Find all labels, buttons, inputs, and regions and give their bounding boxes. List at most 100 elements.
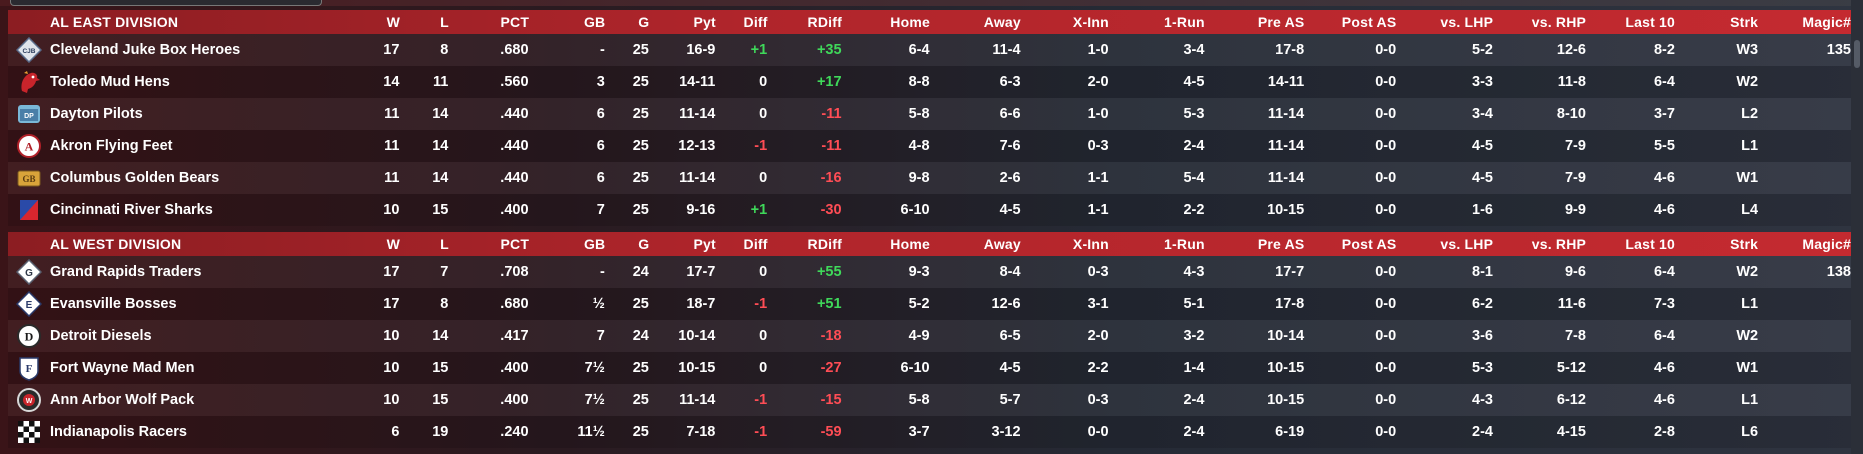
cjb-logo-icon: CJB [15,36,43,64]
team-cell[interactable]: E Evansville Bosses [8,290,349,318]
team-name[interactable]: Akron Flying Feet [50,138,173,154]
col-xinn-header[interactable]: X-Inn [1072,14,1109,30]
col-l-header[interactable]: L [440,236,449,252]
col-last10-header[interactable]: Last 10 [1625,14,1676,30]
team-name[interactable]: Fort Wayne Mad Men [50,360,195,376]
team-cell[interactable]: DP Dayton Pilots [8,101,349,127]
team-cell[interactable]: Cincinnati River Sharks [8,197,349,223]
col-magic-header[interactable]: Magic# [1802,14,1852,30]
col-onerun-header[interactable]: 1-Run [1164,236,1205,252]
team-name[interactable]: Cincinnati River Sharks [50,202,213,218]
team-cell[interactable]: A Akron Flying Feet [8,133,349,159]
col-home-header[interactable]: Home [890,236,930,252]
team-name[interactable]: Ann Arbor Wolf Pack [50,392,195,408]
postas-value: 0-0 [1375,296,1397,312]
col-rdiff-header[interactable]: RDiff [807,236,842,252]
team-row[interactable]: G Grand Rapids Traders 17 7 .708 - 24 17-7 0 +55 9… [8,256,1851,288]
g-value: 25 [632,392,649,408]
pyt-value: 11-14 [679,106,716,122]
away-value: 6-6 [999,106,1021,122]
team-name[interactable]: Indianapolis Racers [50,424,187,440]
team-cell[interactable]: Toledo Mud Hens [8,69,349,95]
col-g-header[interactable]: G [638,14,650,30]
team-cell[interactable]: W Ann Arbor Wolf Pack [8,387,349,413]
g-value: 25 [632,360,649,376]
team-cell[interactable]: G Grand Rapids Traders [8,258,349,286]
col-rhp-header[interactable]: vs. RHP [1531,14,1587,30]
team-row[interactable]: DP Dayton Pilots 11 14 .440 6 25 11-14 0 -11 5-8 6-… [8,98,1851,130]
team-row[interactable]: F Fort Wayne Mad Men 10 15 .400 7½ 25 10-15 0 -27… [8,352,1851,384]
team-row[interactable]: W Ann Arbor Wolf Pack 10 15 .400 7½ 25 11-14 -1 -… [8,384,1851,416]
col-gb-header[interactable]: GB [583,14,606,30]
col-postas-header[interactable]: Post AS [1341,14,1397,30]
col-home-header[interactable]: Home [890,14,930,30]
col-diff-header[interactable]: Diff [743,14,768,30]
team-cell[interactable]: F Fort Wayne Mad Men [8,355,349,381]
pyt-value: 10-15 [678,360,716,376]
col-away-header[interactable]: Away [983,236,1021,252]
team-cell[interactable]: D Detroit Diesels [8,323,349,349]
col-pct-header[interactable]: PCT [500,14,530,30]
team-name[interactable]: Grand Rapids Traders [50,264,202,280]
lhp-value: 4-5 [1472,138,1493,154]
col-postas-header[interactable]: Post AS [1341,236,1397,252]
g-value: 24 [632,328,649,344]
col-lhp-header[interactable]: vs. LHP [1440,14,1494,30]
gb-value: - [599,42,605,58]
team-name[interactable]: Columbus Golden Bears [50,170,220,186]
col-last10-header[interactable]: Last 10 [1625,236,1676,252]
pyt-value: 9-16 [686,202,716,218]
col-w-header[interactable]: W [386,236,401,252]
col-w-header[interactable]: W [386,14,401,30]
team-name[interactable]: Evansville Bosses [50,296,177,312]
col-rhp-header[interactable]: vs. RHP [1531,236,1587,252]
col-pyt-header[interactable]: Pyt [693,14,716,30]
team-name[interactable]: Dayton Pilots [50,106,143,122]
pct-value: .240 [500,424,529,440]
team-row[interactable]: E Evansville Bosses 17 8 .680 ½ 25 18-7 -1 +51 5-2… [8,288,1851,320]
team-row[interactable]: D Detroit Diesels 10 14 .417 7 24 10-14 0 -18 4-9 6… [8,320,1851,352]
team-row[interactable]: A Akron Flying Feet 11 14 .440 6 25 12-13 -1 -11 4… [8,130,1851,162]
team-name[interactable]: Detroit Diesels [50,328,152,344]
team-name[interactable]: Cleveland Juke Box Heroes [50,42,241,58]
team-row[interactable]: GB Columbus Golden Bears 11 14 .440 6 25 11-14 0… [8,162,1851,194]
col-strk-header[interactable]: Strk [1730,14,1759,30]
col-onerun-header[interactable]: 1-Run [1164,14,1205,30]
diff-value: 0 [759,106,768,122]
last10-value: 6-4 [1653,264,1675,280]
fort-wayne-f-logo-icon: F [16,355,42,381]
col-preas-header[interactable]: Pre AS [1257,14,1305,30]
col-gb-header[interactable]: GB [583,236,606,252]
col-pyt-header[interactable]: Pyt [693,236,716,252]
diff-value: +1 [750,42,768,58]
col-g-header[interactable]: G [638,236,650,252]
col-diff-header[interactable]: Diff [743,236,768,252]
scrollbar-thumb[interactable] [1854,40,1860,68]
col-magic-header[interactable]: Magic# [1802,236,1852,252]
team-row[interactable]: Toledo Mud Hens 14 11 .560 3 25 14-11 0 +17 8-8 6-… [8,66,1851,98]
col-xinn-header[interactable]: X-Inn [1072,236,1109,252]
team-cell[interactable]: Indianapolis Racers [8,419,349,445]
home-value: 8-8 [908,74,930,90]
col-l-header[interactable]: L [440,14,449,30]
team-row[interactable]: Cincinnati River Sharks 10 15 .400 7 25 9-16 +1… [8,194,1851,226]
top-tab[interactable] [10,0,322,6]
team-row[interactable]: Indianapolis Racers 6 19 .240 11½ 25 7-18 -1 -59… [8,416,1851,448]
team-cell[interactable]: CJB Cleveland Juke Box Heroes [8,36,349,64]
col-strk-header[interactable]: Strk [1730,236,1759,252]
team-row[interactable]: CJB Cleveland Juke Box Heroes 17 8 .680 - 25 16… [8,34,1851,66]
team-name[interactable]: Toledo Mud Hens [50,74,170,90]
home-value: 5-8 [908,106,930,122]
col-away-header[interactable]: Away [983,14,1021,30]
scrollbar[interactable] [1851,0,1863,454]
col-rdiff-header[interactable]: RDiff [807,14,842,30]
team-cell[interactable]: GB Columbus Golden Bears [8,165,349,191]
rhp-value: 12-6 [1556,42,1586,58]
col-lhp-header[interactable]: vs. LHP [1440,236,1494,252]
division-header: AL WEST DIVISION W L PCT GB G Pyt Diff R… [8,232,1851,256]
col-pct-header[interactable]: PCT [500,236,530,252]
g-value: 25 [632,138,649,154]
col-preas-header[interactable]: Pre AS [1257,236,1305,252]
checkered-flag-logo-icon [16,419,42,445]
strk-value: L6 [1741,424,1759,440]
